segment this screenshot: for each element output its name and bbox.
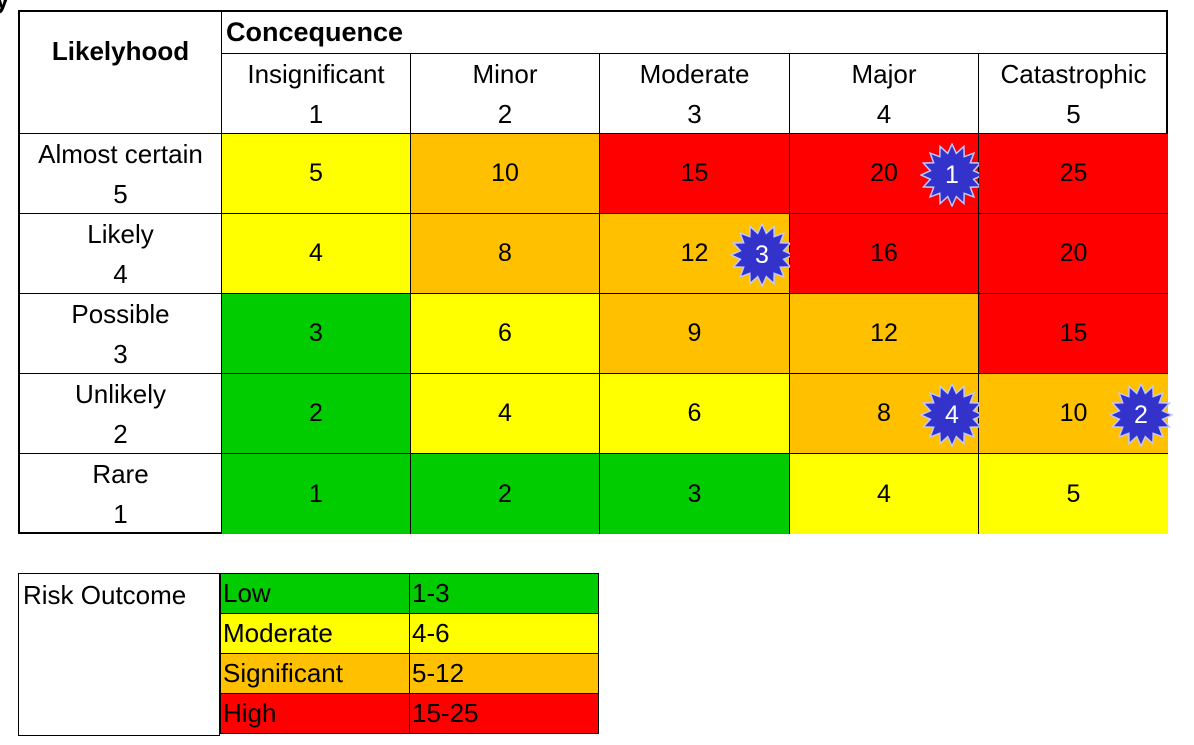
likelihood-level: 5 [113,178,128,209]
consequence-level: 3 [687,98,702,129]
risk-marker-starburst-icon: 3 [730,223,794,287]
legend-level-label: Low [220,573,410,614]
risk-score-value: 6 [687,399,702,427]
risk-score-cell: 10 [411,134,600,214]
consequence-level: 4 [876,98,892,129]
likelihood-row-header: Almost certain 5 [20,134,222,214]
consequence-col-header: Minor 2 [411,54,600,134]
likelihood-row-header: Unlikely 2 [20,374,222,454]
consequence-col-header: Catastrophic 5 [979,54,1168,134]
risk-score-cell: 3 [600,454,790,534]
risk-score-value: 20 [1059,239,1088,267]
consequence-name: Minor [472,58,538,89]
likelihood-level: 4 [113,258,128,289]
risk-score-value: 6 [498,319,512,347]
risk-score-value: 2 [309,399,323,427]
consequence-col-header: Major 4 [790,54,979,134]
risk-score-value: 5 [309,159,323,187]
risk-marker-starburst-icon: 1 [920,143,984,207]
risk-score-value: 4 [498,399,512,427]
consequence-level: 5 [1066,98,1081,129]
risk-score-value: 5 [1066,479,1081,508]
risk-score-cell: 8 [411,214,600,294]
consequence-level: 2 [497,98,513,129]
risk-score-cell: 4 [790,454,979,534]
consequence-level: 1 [308,98,324,129]
cropped-title-fragment: y [0,0,9,15]
risk-score-cell: 25 [979,134,1168,214]
risk-score-value: 4 [309,239,323,267]
likelihood-name: Unlikely [74,378,167,409]
likelihood-name: Almost certain [38,138,203,169]
risk-score-value: 12 [680,239,709,267]
risk-score-cell: 20 [979,214,1168,294]
likelihood-level: 1 [113,499,128,529]
likelihood-level: 2 [113,418,128,449]
risk-score-cell: 15 [979,294,1168,374]
risk-score-value: 8 [877,399,891,427]
legend-score-range: 1-3 [409,573,599,614]
risk-score-value: 20 [870,159,898,187]
risk-score-cell: 15 [600,134,790,214]
likelihood-name: Rare [92,459,149,489]
risk-score-cell: 16 [790,214,979,294]
legend-level-label: Significant [220,653,410,694]
risk-score-cell: 4 [411,374,600,454]
risk-score-cell: 2 [411,454,600,534]
risk-score-cell: 2 [222,374,411,454]
legend-score-range: 4-6 [409,613,599,654]
legend-title: Risk Outcome [18,573,220,736]
likelihood-name: Likely [87,218,154,249]
legend-score-range: 5-12 [409,653,599,694]
risk-score-value: 10 [1059,399,1088,427]
legend-level-label: High [220,693,410,734]
risk-score-value: 2 [498,479,512,508]
consequence-name: Moderate [639,58,750,89]
risk-score-value: 1 [309,479,323,508]
legend-level-label: Moderate [220,613,410,654]
risk-score-value: 12 [870,319,898,347]
likelihood-header: Likelyhood [20,12,222,134]
consequence-col-header: Moderate 3 [600,54,790,134]
legend-score-range: 15-25 [409,693,599,734]
likelihood-level: 3 [113,338,128,369]
risk-score-value: 10 [491,159,519,187]
likelihood-row-header: Possible 3 [20,294,222,374]
risk-score-cell: 1 [222,454,411,534]
consequence-name: Catastrophic [1000,58,1147,89]
likelihood-name: Possible [71,298,170,329]
consequence-col-header: Insignificant 1 [222,54,411,134]
risk-score-cell: 4 [222,214,411,294]
risk-score-cell: 12 [790,294,979,374]
risk-marker-number: 2 [1134,400,1148,429]
risk-score-cell: 5 [222,134,411,214]
risk-score-value: 9 [687,319,702,347]
risk-score-value: 25 [1059,159,1088,187]
risk-score-cell: 3 [222,294,411,374]
risk-score-value: 4 [877,479,891,508]
risk-score-cell: 6 [600,374,790,454]
risk-score-value: 16 [870,239,898,267]
likelihood-row-header: Likely 4 [20,214,222,294]
consequence-name: Insignificant [247,58,385,89]
likelihood-row-header: Rare 1 [20,454,222,534]
risk-marker-starburst-icon: 4 [920,383,984,447]
risk-score-value: 3 [687,479,702,508]
risk-score-cell: 5 [979,454,1168,534]
risk-matrix: Likelyhood Concequence Insignificant 1 Min… [18,10,1173,534]
risk-score-value: 15 [1059,319,1088,347]
risk-score-cell: 9 [600,294,790,374]
consequence-name: Major [851,58,917,89]
risk-marker-number: 1 [945,160,959,189]
risk-marker-number: 3 [755,240,769,269]
risk-score-cell: 6 [411,294,600,374]
risk-marker-starburst-icon: 2 [1109,383,1173,447]
risk-score-value: 3 [309,319,323,347]
risk-score-value: 8 [498,239,512,267]
risk-score-value: 15 [680,159,709,187]
risk-marker-number: 4 [945,400,959,429]
consequence-header: Concequence [222,12,1168,54]
